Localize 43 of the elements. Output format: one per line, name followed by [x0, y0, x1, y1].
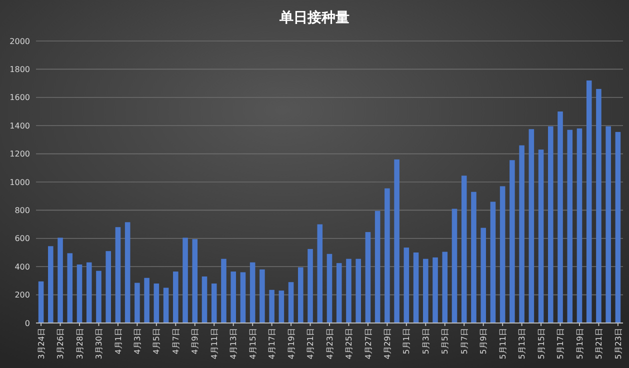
y-tick-label: 800	[14, 206, 30, 215]
x-tick-label: 3月24日	[36, 328, 46, 360]
x-tick-label: 5月23日	[614, 328, 623, 360]
x-tick-label: 5月5日	[440, 328, 450, 354]
x-tick-label: 4月27日	[364, 328, 373, 360]
x-tick-label: 5月11日	[498, 328, 508, 360]
y-tick-label: 1600	[10, 93, 30, 102]
x-tick-label: 4月9日	[190, 328, 200, 354]
y-tick-label: 600	[14, 234, 30, 244]
y-tick-label: 1400	[10, 121, 30, 130]
x-tick-label: 4月3日	[133, 328, 142, 354]
y-tick-label: 1800	[10, 65, 30, 74]
y-tick-label: 1000	[10, 178, 30, 187]
x-tick-label: 3月30日	[94, 328, 104, 360]
y-tick-label: 200	[14, 290, 30, 300]
x-tick-label: 4月11日	[210, 328, 219, 360]
x-tick-label: 4月21日	[306, 328, 316, 360]
chart-title: 单日接种量	[278, 9, 350, 26]
x-tick-label: 4月19日	[286, 328, 296, 360]
y-tick-label: 1200	[10, 150, 30, 159]
x-tick-label: 5月1日	[402, 328, 412, 354]
y-tick-label: 2000	[10, 36, 30, 46]
x-tick-label: 5月3日	[421, 328, 430, 354]
x-tick-label: 4月29日	[382, 328, 392, 360]
x-tick-label: 5月17日	[556, 328, 566, 360]
x-tick-label: 5月7日	[460, 328, 469, 354]
x-tick-label: 4月17日	[268, 328, 277, 360]
x-tick-label: 3月26日	[56, 328, 66, 360]
x-tick-label: 5月21日	[594, 328, 604, 360]
x-tick-label: 4月7日	[171, 328, 180, 354]
x-tick-label: 4月25日	[344, 328, 354, 360]
y-tick-label: 400	[14, 262, 30, 272]
x-tick-label: 5月13日	[518, 328, 527, 360]
x-tick-label: 5月9日	[479, 328, 488, 354]
x-tick-label: 3月28日	[75, 328, 84, 360]
x-tick-label: 5月15日	[536, 328, 546, 360]
x-tick-label: 4月15日	[248, 328, 258, 360]
x-tick-label: 4月23日	[325, 328, 334, 360]
y-tick-label: 0	[24, 318, 30, 328]
x-tick-label: 4月1日	[114, 328, 123, 354]
x-tick-label: 4月13日	[229, 328, 238, 360]
x-tick-label: 5月19日	[575, 328, 584, 360]
x-tick-label: 4月5日	[152, 328, 162, 354]
